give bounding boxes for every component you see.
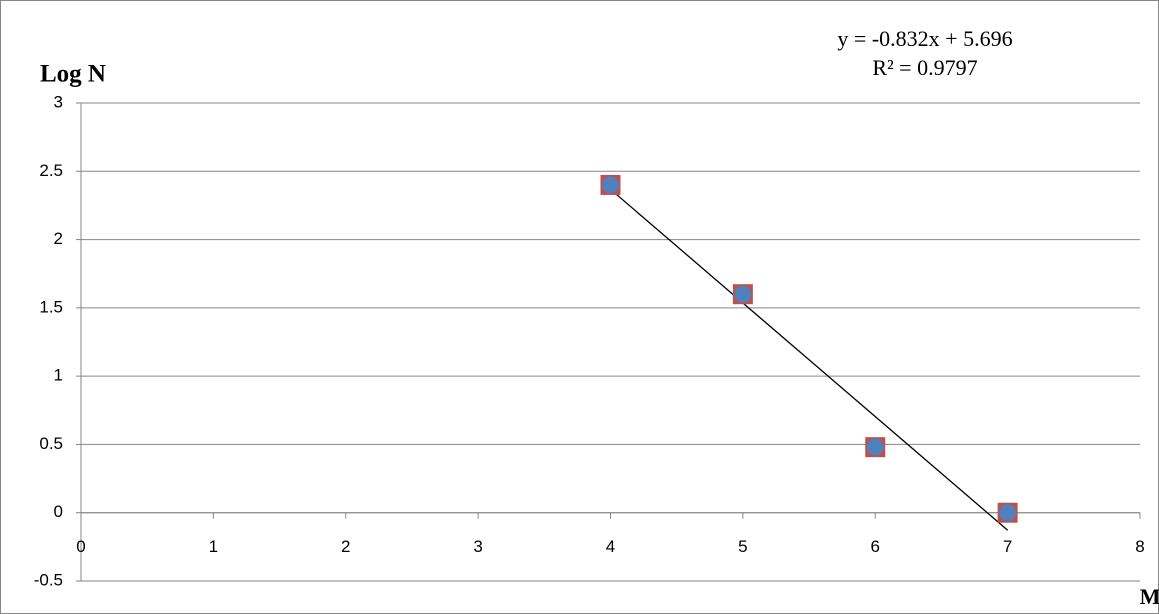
point xyxy=(602,176,619,193)
page: Log N M y = -0.832x + 5.696 R² = 0.9797 … xyxy=(0,0,1159,614)
y-tick-label: 2 xyxy=(54,229,63,248)
x-tick-label: 2 xyxy=(341,537,350,556)
y-tick-label: 1 xyxy=(54,366,63,385)
chart: Log N M y = -0.832x + 5.696 R² = 0.9797 … xyxy=(0,0,1159,614)
x-tick-label: 3 xyxy=(473,537,482,556)
y-tick-label: 0 xyxy=(54,502,63,521)
x-tick-label: 5 xyxy=(738,537,747,556)
point xyxy=(999,504,1016,521)
x-tick-label: 7 xyxy=(1003,537,1012,556)
y-tick-label: 3 xyxy=(54,92,63,111)
chart-frame xyxy=(1,1,1159,614)
y-axis-label: Log N xyxy=(40,61,106,88)
point xyxy=(867,439,884,456)
x-axis-label: M xyxy=(1140,584,1159,609)
trendline-equation: y = -0.832x + 5.696 xyxy=(837,26,1012,51)
x-tick-label: 4 xyxy=(606,537,615,556)
x-tick-label: 1 xyxy=(209,537,218,556)
y-tick-label: 2.5 xyxy=(39,161,63,180)
trendline-r2: R² = 0.9797 xyxy=(872,55,977,80)
y-tick-label: -0.5 xyxy=(34,570,63,589)
y-tick-label: 0.5 xyxy=(39,434,63,453)
x-tick-label: 8 xyxy=(1135,537,1144,556)
point xyxy=(734,286,751,303)
y-tick-label: 1.5 xyxy=(39,297,63,316)
x-tick-label: 6 xyxy=(871,537,880,556)
x-tick-label: 0 xyxy=(76,537,85,556)
